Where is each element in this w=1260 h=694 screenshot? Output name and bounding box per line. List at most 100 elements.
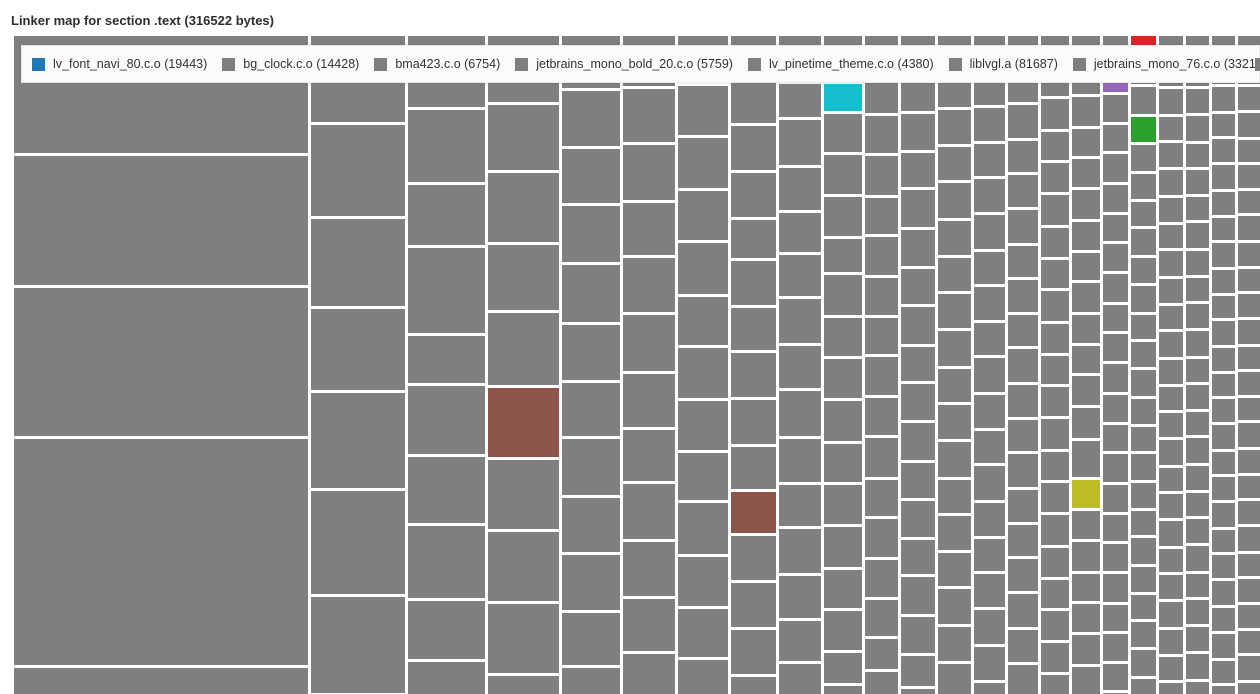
treemap-cell[interactable] [1072,604,1100,632]
treemap-cell[interactable] [562,383,620,436]
treemap-cell[interactable] [1131,567,1156,592]
treemap-cell[interactable] [901,114,935,150]
treemap-cell[interactable] [824,275,862,315]
treemap-cell[interactable] [731,126,776,170]
treemap-cell[interactable] [1008,594,1038,627]
treemap-cell[interactable] [488,173,559,242]
treemap-cell[interactable] [1159,360,1183,384]
treemap-cell[interactable] [901,656,935,686]
treemap-cell[interactable] [901,463,935,498]
treemap-cell[interactable] [1072,667,1100,694]
treemap-cell[interactable] [1131,399,1156,424]
treemap-cell[interactable] [1159,332,1183,357]
treemap-cell[interactable] [1008,315,1038,346]
treemap-cell[interactable] [731,261,776,305]
treemap-cell[interactable] [488,245,559,310]
treemap-cell[interactable] [974,610,1005,644]
treemap-cell[interactable] [1103,544,1128,571]
treemap-cell[interactable] [1103,95,1128,122]
treemap-cell[interactable] [1008,175,1038,207]
treemap-cell[interactable] [1131,229,1156,255]
treemap-cell[interactable] [938,221,971,255]
treemap-cell[interactable] [678,191,728,240]
treemap-cell[interactable] [1186,89,1209,113]
treemap-cell[interactable] [1103,364,1128,392]
treemap-cell[interactable] [1008,665,1038,694]
treemap-cell[interactable] [1072,159,1100,187]
treemap-cell[interactable] [974,144,1005,176]
treemap-cell[interactable] [938,369,971,402]
treemap-cell[interactable] [865,318,898,354]
treemap-cell[interactable] [623,654,675,694]
treemap-cell[interactable] [1008,630,1038,662]
treemap-cell[interactable] [824,653,862,683]
treemap-cell[interactable] [14,288,308,436]
treemap-cell[interactable] [1103,215,1128,241]
treemap-cell[interactable] [824,155,862,194]
treemap-cell[interactable] [1238,398,1260,420]
treemap-cell[interactable] [1041,228,1069,257]
treemap-cell[interactable] [1212,296,1235,318]
treemap-cell[interactable] [1186,116,1209,141]
treemap-cell[interactable] [1238,165,1260,188]
treemap-cell[interactable] [1212,192,1235,215]
treemap-cell[interactable] [1186,654,1209,679]
treemap-cell-highlight[interactable] [731,492,776,533]
treemap-cell[interactable] [408,386,485,454]
treemap-cell[interactable] [974,395,1005,428]
treemap-cell[interactable] [731,447,776,489]
treemap-cell[interactable] [1041,387,1069,416]
treemap-cell[interactable] [1212,555,1235,578]
treemap-cell[interactable] [1186,493,1209,516]
treemap-cell[interactable] [1186,331,1209,356]
treemap-cell[interactable] [1072,190,1100,219]
treemap-cell[interactable] [901,347,935,381]
treemap-cell[interactable] [1131,370,1156,396]
treemap-cell[interactable] [1072,346,1100,373]
treemap-cell[interactable] [901,307,935,344]
treemap-cell[interactable] [865,237,898,275]
treemap-cell[interactable] [1238,554,1260,576]
treemap-cell[interactable] [562,498,620,552]
treemap-cell[interactable] [938,294,971,328]
treemap-cell[interactable] [1072,441,1100,477]
treemap-cell[interactable] [1131,483,1156,508]
treemap-cell[interactable] [779,213,821,252]
treemap-cell[interactable] [1159,143,1183,167]
treemap-cell[interactable] [1212,452,1235,474]
treemap-cell[interactable] [974,215,1005,249]
treemap-cell[interactable] [1238,372,1260,395]
treemap-cell[interactable] [1131,454,1156,480]
treemap-cell[interactable] [779,299,821,343]
treemap-cell[interactable] [824,527,862,567]
treemap-cell[interactable] [311,309,405,390]
treemap-cell[interactable] [623,430,675,481]
treemap-cell[interactable] [1041,356,1069,384]
treemap-cell[interactable] [1186,627,1209,651]
treemap-cell[interactable] [974,431,1005,463]
treemap-cell[interactable] [1212,686,1235,694]
treemap-cell[interactable] [1072,376,1100,405]
treemap-cell[interactable] [1238,423,1260,447]
treemap-cell[interactable] [1238,579,1260,602]
treemap-cell[interactable] [1186,223,1209,248]
treemap-cell[interactable] [974,647,1005,680]
treemap-cell[interactable] [1212,270,1235,293]
treemap-cell[interactable] [488,676,559,694]
treemap-cell[interactable] [1212,348,1235,371]
treemap-cell[interactable] [1186,438,1209,463]
treemap-cell[interactable] [865,198,898,234]
treemap-cell[interactable] [779,120,821,165]
treemap-cell[interactable] [1072,408,1100,438]
treemap-cell[interactable] [1212,165,1235,189]
treemap-cell[interactable] [731,536,776,580]
treemap-cell[interactable] [731,308,776,350]
treemap-cell[interactable] [623,484,675,539]
treemap-cell-highlight[interactable] [824,84,862,111]
treemap-cell[interactable] [1103,395,1128,422]
treemap-cell[interactable] [865,357,898,395]
treemap-cell[interactable] [1186,144,1209,167]
treemap-cell[interactable] [974,574,1005,607]
treemap-cell[interactable] [824,485,862,524]
treemap-cell[interactable] [562,439,620,495]
